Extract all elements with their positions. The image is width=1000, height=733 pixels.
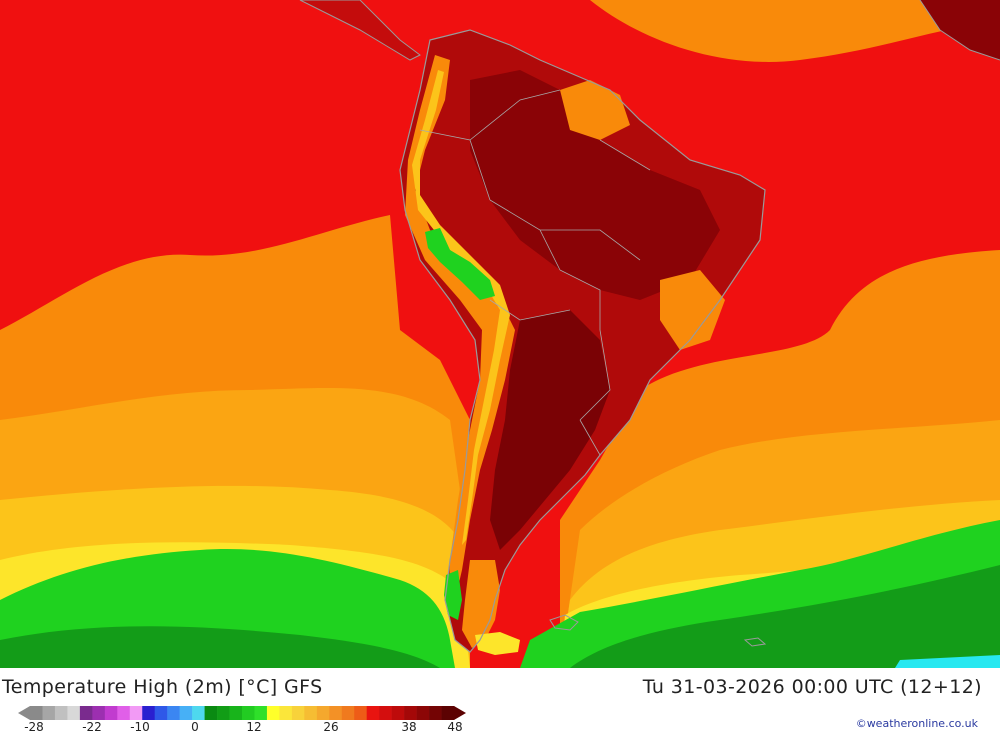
map-datetime: Tu 31-03-2026 00:00 UTC (12+12) [642, 676, 982, 698]
legend-swatch [204, 706, 218, 720]
legend-swatch [154, 706, 168, 720]
legend-swatch [167, 706, 180, 720]
legend-swatch [30, 706, 43, 720]
legend-swatch [366, 706, 380, 720]
legend-swatch [142, 706, 156, 720]
band-orange-north-atlantic [590, 0, 1000, 62]
legend-tick-label: -22 [82, 720, 102, 732]
legend-swatch [266, 706, 280, 720]
patagonia-green [444, 570, 462, 620]
legend-tick-label: 26 [323, 720, 338, 732]
legend-swatch [304, 706, 318, 720]
andes-yellow-strip [412, 70, 510, 545]
legend-swatch [316, 706, 330, 720]
ne-brazil-orange-patch [560, 80, 630, 140]
falklands [549, 614, 579, 631]
legend-tick-label: -10 [130, 720, 150, 732]
legend-swatch [341, 706, 355, 720]
legend-tick-label: 0 [191, 720, 199, 732]
band-dark-green [0, 626, 440, 668]
legend-swatch [429, 706, 442, 720]
legend-swatch [441, 706, 455, 720]
legend-swatch [129, 706, 143, 720]
legend-swatch [117, 706, 131, 720]
legend-tick-label: -28 [24, 720, 44, 732]
temperature-map [0, 0, 1000, 668]
coastline [399, 29, 766, 653]
temperature-legend: -28 -22 -10 0 12 26 38 48 [18, 706, 466, 732]
legend-swatch [404, 706, 417, 720]
legend-swatch [279, 706, 293, 720]
band-dark-green-east [570, 565, 1000, 668]
andes-orange-strip [405, 55, 515, 610]
andes-green-patch [425, 228, 495, 300]
legend-swatch [379, 706, 392, 720]
legend-swatch [242, 706, 255, 720]
legend-swatch [179, 706, 193, 720]
caribbean-coast [919, 0, 1000, 61]
legend-right-arrow [454, 706, 466, 720]
legend-swatch [42, 706, 56, 720]
legend-swatches [30, 706, 455, 720]
legend-swatch [354, 706, 368, 720]
legend-tick-label: 48 [447, 720, 462, 732]
legend-swatch [54, 706, 68, 720]
legend-left-arrow [18, 706, 30, 720]
legend-swatch [329, 706, 343, 720]
hot-core-chaco [490, 310, 610, 550]
tierra-del-fuego [475, 632, 520, 655]
central-america-coast [299, 0, 421, 61]
legend-swatch [217, 706, 230, 720]
legend-swatch [291, 706, 305, 720]
legend-tick-label: 12 [246, 720, 261, 732]
se-brazil-orange-patch [660, 270, 725, 350]
patagonia-orange [462, 560, 500, 648]
legend-swatch [67, 706, 81, 720]
credit-link[interactable]: ©weatheronline.co.uk [855, 717, 978, 730]
band-cyan-corner [895, 655, 1000, 668]
south-georgia [743, 637, 767, 647]
legend-swatch [416, 706, 430, 720]
map-title: Temperature High (2m) [°C] GFS [2, 676, 323, 698]
legend-ticks: -28 -22 -10 0 12 26 38 48 [24, 720, 462, 732]
country-borders [419, 89, 651, 456]
legend-swatch [104, 706, 118, 720]
legend-swatch [192, 706, 205, 720]
legend-swatch [79, 706, 93, 720]
caribbean-dark [920, 0, 1000, 60]
legend-swatch [92, 706, 106, 720]
legend-swatch [391, 706, 405, 720]
hot-core-amazon [470, 70, 720, 300]
legend-tick-label: 38 [401, 720, 416, 732]
legend-swatch [229, 706, 243, 720]
legend-swatch [254, 706, 268, 720]
